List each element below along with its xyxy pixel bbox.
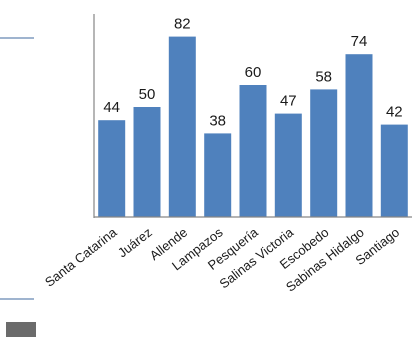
data-label: 44 (103, 99, 120, 116)
data-label: 47 (280, 93, 297, 110)
data-label: 60 (245, 64, 262, 81)
decorative-block (6, 322, 36, 337)
data-label: 82 (174, 16, 191, 33)
decorative-line-top (0, 37, 34, 39)
bar (380, 124, 408, 217)
category-tick-label: Santa Catarina (42, 224, 120, 290)
bar (274, 113, 302, 217)
data-label: 58 (315, 68, 332, 85)
bar (239, 85, 267, 217)
data-label: 42 (386, 104, 403, 121)
bar (204, 133, 232, 217)
bar (310, 89, 338, 217)
data-label: 38 (209, 112, 226, 129)
bar (98, 120, 126, 217)
data-label: 74 (351, 33, 368, 50)
decorative-line-bottom (0, 298, 34, 300)
bar (133, 107, 161, 217)
data-label: 50 (139, 86, 156, 103)
bar (345, 54, 373, 218)
bar (168, 36, 196, 217)
